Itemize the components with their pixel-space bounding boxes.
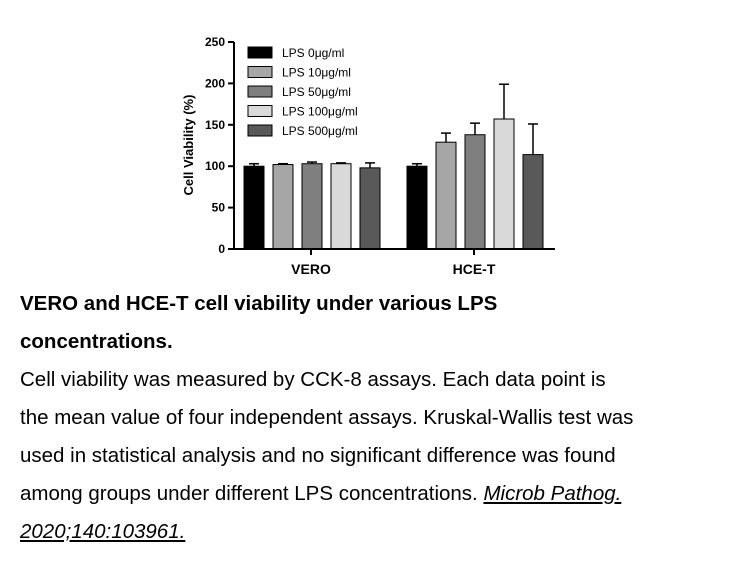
figure-caption-body: Cell viability was measured by CCK-8 ass…: [20, 361, 750, 551]
citation-link-part-2[interactable]: 2020;140:103961.: [20, 520, 186, 543]
caption-body-line-4-text: among groups under different LPS concent…: [20, 482, 484, 505]
bar-vero-series-4: [330, 163, 352, 250]
x-tick-label: VERO: [291, 261, 331, 277]
caption-title-line-1: VERO and HCE-T cell viability under vari…: [20, 292, 498, 315]
bar-vero-series-2: [272, 164, 294, 250]
y-tick-label: 150: [205, 118, 225, 132]
bar-hce-t-series-3: [464, 134, 486, 250]
caption-body-line-5: 2020;140:103961.: [20, 513, 750, 551]
legend-swatch-1: [247, 46, 273, 59]
caption-body-line-1: Cell viability was measured by CCK-8 ass…: [20, 368, 606, 391]
caption-body-line-2: the mean value of four independent assay…: [20, 406, 634, 429]
legend-label-4: LPS 100μg/ml: [282, 105, 358, 119]
bar-chart: 0 50 100 150 200 250 VERO HCE-T Cell Viability (…: [181, 35, 555, 277]
x-tick-label: HCE-T: [453, 261, 496, 277]
y-tick-label: 0: [218, 242, 225, 256]
bar-hce-t-series-4: [493, 118, 515, 250]
caption-body-line-3: used in statistical analysis and no sign…: [20, 444, 616, 467]
chart-svg: 0 50 100 150 200 250 VERO HCE-T Cell Viability (…: [181, 35, 555, 277]
bar-vero-series-1: [243, 165, 265, 250]
legend-swatch-2: [247, 66, 273, 78]
bar-hce-t-series-1: [406, 165, 428, 250]
y-tick-label: 100: [205, 159, 225, 173]
y-tick-label: 50: [212, 201, 226, 215]
legend-swatch-3: [247, 85, 273, 98]
caption-title-line-2: concentrations.: [20, 330, 173, 353]
legend-swatch-4: [247, 105, 273, 117]
legend-label-5: LPS 500μg/ml: [282, 124, 358, 138]
bar-vero-series-5: [359, 167, 381, 250]
legend-label-2: LPS 10μg/ml: [282, 66, 351, 80]
bar-hce-t-series-5: [522, 154, 544, 250]
bar-vero-series-3: [301, 163, 323, 250]
legend-label-3: LPS 50μg/ml: [282, 85, 351, 99]
bar-hce-t-series-2: [435, 141, 457, 250]
legend-swatch-5: [247, 124, 273, 137]
legend-label-1: LPS 0μg/ml: [282, 46, 344, 60]
caption-body-line-4: among groups under different LPS concent…: [20, 475, 750, 513]
y-axis-title: Cell Viability (%): [181, 95, 196, 196]
figure-caption-title: VERO and HCE-T cell viability under vari…: [20, 285, 750, 361]
citation-link-part-1[interactable]: Microb Pathog.: [483, 482, 622, 505]
y-tick-label: 250: [205, 35, 225, 49]
y-tick-label: 200: [205, 76, 225, 90]
